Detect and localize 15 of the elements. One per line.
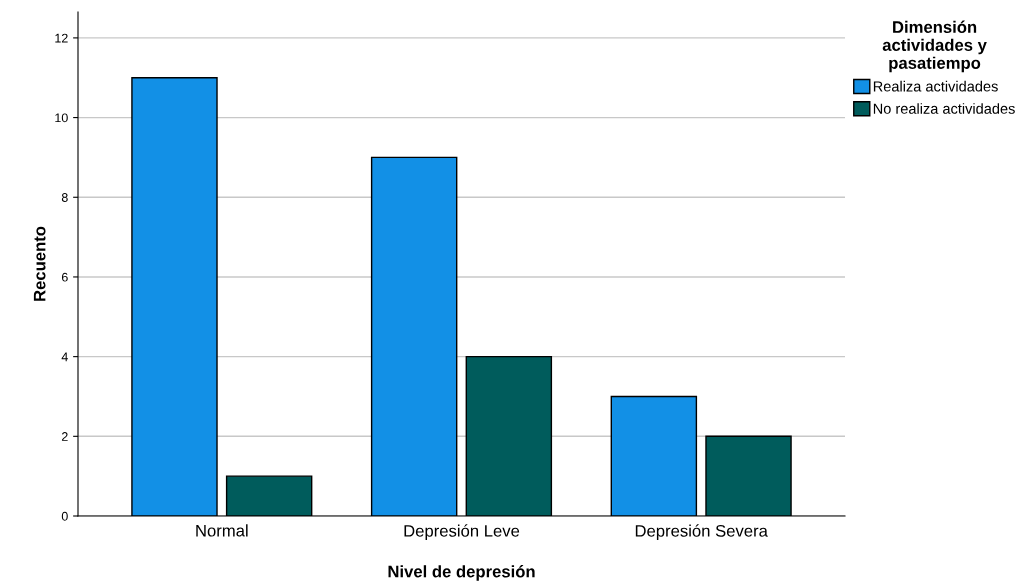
legend-title: Dimensión actividades y pasatiempo: [882, 20, 987, 73]
y-tick-label: 4: [61, 352, 68, 362]
y-tick-label: 2: [61, 432, 68, 441]
y-tick-label: 8: [61, 193, 68, 202]
y-tick-label: 12: [55, 33, 68, 43]
x-tick-label: Depresión Leve: [404, 524, 520, 541]
y-tick-label: 10: [55, 113, 68, 123]
y-tick-label: 6: [61, 272, 68, 282]
x-tick-label: Depresión Severa: [635, 524, 768, 541]
x-tick-label: Normal: [196, 524, 248, 537]
y-axis-title: Recuento: [33, 226, 46, 301]
x-axis-title: Nivel de depresión: [388, 565, 535, 581]
y-tick-label: 0: [61, 511, 68, 521]
legend-label: Realiza actividades: [873, 80, 998, 92]
legend-label: No realiza actividades: [873, 103, 1015, 114]
